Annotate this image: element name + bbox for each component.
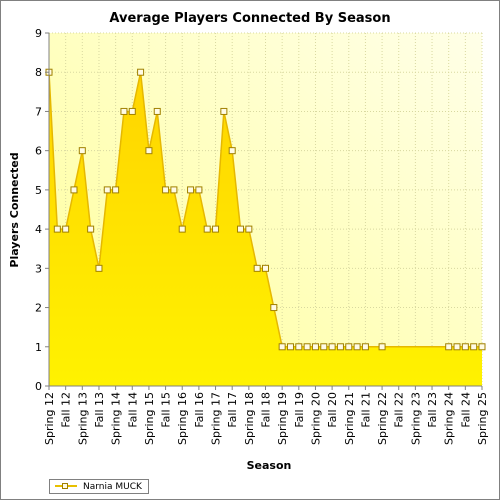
data-point	[378, 343, 386, 351]
y-tick-label: 5	[35, 184, 42, 197]
x-tick-label: Fall 12	[60, 392, 73, 428]
data-point	[220, 107, 228, 115]
x-tick-label: Spring 24	[443, 392, 456, 445]
x-tick-label: Fall 22	[393, 392, 406, 428]
data-point	[203, 225, 211, 233]
y-axis-title: Players Connected	[8, 152, 21, 267]
x-tick-label: Fall 16	[193, 392, 206, 428]
data-point	[78, 147, 86, 155]
y-tick-label: 6	[35, 145, 42, 158]
y-tick-label: 3	[35, 262, 42, 275]
y-tick-label: 0	[35, 380, 42, 393]
data-point	[87, 225, 95, 233]
x-tick-label: Fall 23	[426, 392, 439, 428]
data-point	[170, 186, 178, 194]
x-tick-label: Spring 13	[76, 392, 89, 445]
data-point	[70, 186, 78, 194]
data-point	[453, 343, 461, 351]
chart-title: Average Players Connected By Season	[109, 11, 390, 26]
x-tick-label: Spring 23	[409, 392, 422, 445]
data-point	[212, 225, 220, 233]
data-point	[112, 186, 120, 194]
x-ticks: Spring 12 Fall 12 Spring 13 Fall 13 Spring 1…	[43, 386, 489, 445]
data-point	[62, 225, 70, 233]
legend-label: Narnia MUCK	[83, 481, 142, 492]
x-tick-label: Fall 19	[293, 392, 306, 428]
data-point	[303, 343, 311, 351]
data-point	[328, 343, 336, 351]
data-point	[345, 343, 353, 351]
y-tick-label: 9	[35, 27, 42, 40]
data-point	[128, 107, 136, 115]
y-ticks: 0 1 2 3 4 5 6 7 8 9	[35, 27, 49, 393]
data-point	[120, 107, 128, 115]
data-point	[311, 343, 319, 351]
y-tick-label: 2	[35, 302, 42, 315]
x-tick-label: Fall 15	[160, 392, 173, 428]
legend: Narnia MUCK	[49, 479, 149, 494]
data-point	[445, 343, 453, 351]
data-point	[187, 186, 195, 194]
x-tick-label: Spring 19	[276, 392, 289, 445]
x-tick-label: Spring 17	[210, 392, 223, 445]
data-point	[278, 343, 286, 351]
x-tick-label: Fall 21	[359, 392, 372, 428]
x-tick-label: Spring 21	[343, 392, 356, 445]
x-tick-label: Spring 12	[43, 392, 56, 445]
data-point	[53, 225, 61, 233]
data-point	[470, 343, 478, 351]
x-tick-label: Spring 14	[110, 392, 123, 445]
y-tick-label: 4	[35, 223, 42, 236]
data-point	[353, 343, 361, 351]
data-point	[153, 107, 161, 115]
x-tick-label: Spring 20	[309, 392, 322, 445]
data-point	[361, 343, 369, 351]
series-area	[49, 72, 482, 386]
data-point	[103, 186, 111, 194]
data-point	[237, 225, 245, 233]
x-tick-label: Fall 14	[126, 392, 139, 428]
x-tick-label: Spring 22	[376, 392, 389, 445]
data-point	[228, 147, 236, 155]
data-point	[162, 186, 170, 194]
data-point	[320, 343, 328, 351]
data-point	[461, 343, 469, 351]
data-point	[245, 225, 253, 233]
y-tick-label: 1	[35, 341, 42, 354]
data-point	[145, 147, 153, 155]
x-tick-label: Fall 24	[459, 392, 472, 428]
points-layer	[45, 68, 486, 351]
data-point	[295, 343, 303, 351]
data-point	[137, 68, 145, 76]
data-point	[262, 264, 269, 272]
data-point	[95, 264, 103, 272]
legend-swatch-icon	[55, 482, 77, 491]
data-point	[478, 343, 486, 351]
x-tick-label: Spring 16	[176, 392, 189, 445]
data-point	[253, 264, 261, 272]
x-tick-label: Fall 18	[260, 392, 273, 428]
data-point	[286, 343, 294, 351]
x-tick-label: Fall 13	[93, 392, 106, 428]
y-tick-label: 8	[35, 66, 42, 79]
x-tick-label: Spring 18	[243, 392, 256, 445]
data-point	[178, 225, 186, 233]
x-tick-label: Fall 20	[326, 392, 339, 428]
x-tick-label: Spring 25	[476, 392, 489, 445]
data-point	[270, 304, 278, 312]
data-point	[195, 186, 203, 194]
x-tick-label: Fall 17	[226, 392, 239, 428]
y-tick-label: 7	[35, 105, 42, 118]
data-point	[336, 343, 344, 351]
x-axis-title: Season	[247, 459, 292, 472]
x-tick-label: Spring 15	[143, 392, 156, 445]
